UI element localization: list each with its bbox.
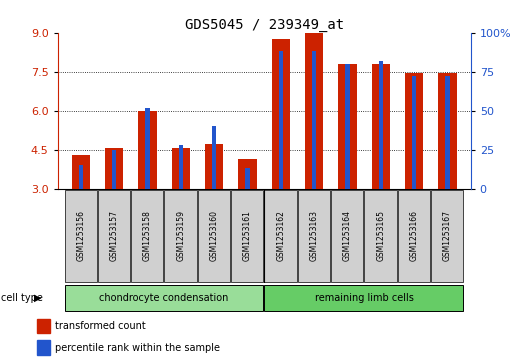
Text: GSM1253162: GSM1253162 bbox=[276, 211, 285, 261]
Title: GDS5045 / 239349_at: GDS5045 / 239349_at bbox=[185, 18, 344, 32]
FancyBboxPatch shape bbox=[265, 285, 463, 311]
FancyBboxPatch shape bbox=[298, 190, 330, 282]
Bar bbox=[37, 340, 50, 355]
Text: chondrocyte condensation: chondrocyte condensation bbox=[99, 293, 229, 303]
Bar bbox=[312, 52, 316, 189]
FancyBboxPatch shape bbox=[265, 190, 297, 282]
Bar bbox=[271, 39, 290, 189]
Text: GSM1253160: GSM1253160 bbox=[210, 211, 219, 261]
Text: percentile rank within the sample: percentile rank within the sample bbox=[55, 343, 220, 352]
Text: GSM1253164: GSM1253164 bbox=[343, 211, 352, 261]
Text: GSM1253156: GSM1253156 bbox=[76, 211, 85, 261]
Bar bbox=[445, 76, 450, 189]
Bar bbox=[145, 107, 150, 189]
Bar bbox=[172, 148, 190, 189]
FancyBboxPatch shape bbox=[98, 190, 130, 282]
Bar bbox=[412, 76, 416, 189]
Bar bbox=[371, 64, 390, 189]
Bar bbox=[212, 126, 217, 189]
Text: GSM1253163: GSM1253163 bbox=[310, 211, 319, 261]
Text: cell type: cell type bbox=[1, 293, 43, 303]
Text: GSM1253166: GSM1253166 bbox=[410, 211, 418, 261]
Bar bbox=[438, 73, 457, 189]
Bar bbox=[345, 64, 349, 189]
Bar bbox=[338, 64, 357, 189]
Text: GSM1253158: GSM1253158 bbox=[143, 211, 152, 261]
Text: GSM1253159: GSM1253159 bbox=[176, 211, 185, 261]
Bar bbox=[238, 159, 257, 189]
FancyBboxPatch shape bbox=[431, 190, 463, 282]
FancyBboxPatch shape bbox=[64, 285, 264, 311]
Bar bbox=[279, 52, 283, 189]
Bar bbox=[405, 73, 423, 189]
FancyBboxPatch shape bbox=[231, 190, 264, 282]
Text: GSM1253157: GSM1253157 bbox=[110, 211, 119, 261]
Bar bbox=[78, 166, 83, 189]
Text: GSM1253167: GSM1253167 bbox=[443, 211, 452, 261]
Bar bbox=[179, 145, 183, 189]
FancyBboxPatch shape bbox=[365, 190, 397, 282]
Bar bbox=[245, 168, 249, 189]
Bar bbox=[37, 319, 50, 333]
Bar bbox=[112, 150, 116, 189]
Bar bbox=[72, 155, 90, 189]
Bar bbox=[138, 111, 157, 189]
FancyBboxPatch shape bbox=[131, 190, 164, 282]
Bar bbox=[205, 144, 223, 189]
FancyBboxPatch shape bbox=[331, 190, 363, 282]
Bar bbox=[379, 61, 383, 189]
Text: transformed count: transformed count bbox=[55, 321, 146, 331]
Text: GSM1253161: GSM1253161 bbox=[243, 211, 252, 261]
FancyBboxPatch shape bbox=[397, 190, 430, 282]
Bar bbox=[105, 148, 123, 189]
Text: remaining limb cells: remaining limb cells bbox=[315, 293, 414, 303]
Text: GSM1253165: GSM1253165 bbox=[376, 211, 385, 261]
FancyBboxPatch shape bbox=[198, 190, 230, 282]
Bar bbox=[305, 33, 323, 189]
FancyBboxPatch shape bbox=[165, 190, 197, 282]
Text: ▶: ▶ bbox=[34, 293, 41, 303]
FancyBboxPatch shape bbox=[64, 190, 97, 282]
